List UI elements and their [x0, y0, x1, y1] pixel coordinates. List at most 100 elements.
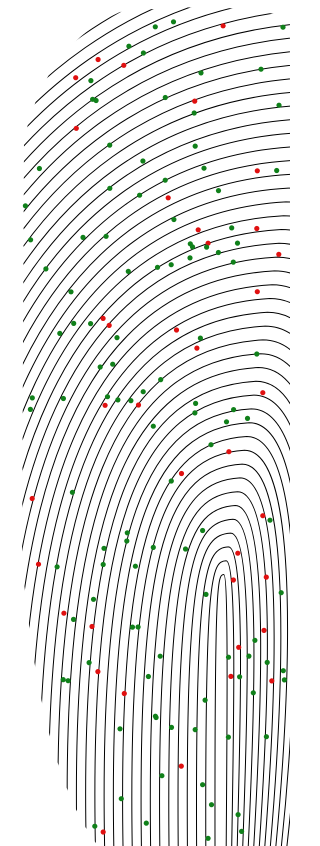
minutia-bifurcation — [200, 528, 205, 533]
minutia-bifurcation — [87, 660, 92, 665]
minutia-bifurcation — [279, 590, 284, 595]
minutia-bifurcation — [43, 266, 48, 271]
minutia-ending — [136, 402, 141, 407]
minutia-bifurcation — [155, 265, 160, 270]
minutia-bifurcation — [68, 289, 73, 294]
minutia-ending — [103, 403, 108, 408]
minutia-bifurcation — [154, 715, 159, 720]
minutia-bifurcation — [66, 678, 71, 683]
minutia-bifurcation — [158, 654, 163, 659]
minutia-ending — [74, 126, 79, 131]
minutia-ending — [236, 645, 241, 650]
minutia-bifurcation — [276, 103, 281, 108]
minutia-bifurcation — [136, 624, 141, 629]
minutia-bifurcation — [98, 364, 103, 369]
minutia-ending — [174, 327, 179, 332]
minutia-bifurcation — [110, 362, 115, 367]
minutia-bifurcation — [90, 97, 95, 102]
fingerprint-image — [0, 0, 290, 846]
minutia-bifurcation — [188, 241, 193, 246]
minutia-bifurcation — [216, 250, 221, 255]
minutia-bifurcation — [101, 562, 106, 567]
minutia-bifurcation — [254, 351, 259, 356]
minutia-ending — [231, 577, 236, 582]
minutia-bifurcation — [126, 269, 131, 274]
minutia-ending — [276, 252, 281, 257]
minutia-bifurcation — [280, 25, 285, 30]
minutia-bifurcation — [105, 394, 110, 399]
minutia-bifurcation — [200, 782, 205, 787]
minutia-bifurcation — [169, 478, 174, 483]
minutia-bifurcation — [153, 24, 158, 29]
minutia-ending — [166, 195, 171, 200]
minutia-ending — [261, 628, 266, 633]
minutia-ending — [235, 551, 240, 556]
minutia-bifurcation — [216, 188, 221, 193]
minutia-bifurcation — [209, 802, 214, 807]
minutia-bifurcation — [144, 821, 149, 826]
minutia-bifurcation — [203, 592, 208, 597]
minutia-bifurcation — [140, 158, 145, 163]
minutia-bifurcation — [158, 377, 163, 382]
minutia-ending — [196, 227, 201, 232]
minutia-ending — [269, 678, 274, 683]
minutia-ending — [61, 611, 66, 616]
minutia-bifurcation — [163, 178, 168, 183]
minutia-bifurcation — [159, 773, 164, 778]
minutia-bifurcation — [229, 225, 234, 230]
minutia-bifurcation — [114, 335, 119, 340]
minutia-bifurcation — [204, 245, 209, 250]
minutia-ending — [96, 57, 101, 62]
minutia-bifurcation — [55, 564, 60, 569]
minutia-ending — [121, 63, 126, 68]
minutia-bifurcation — [91, 597, 96, 602]
minutia-bifurcation — [30, 395, 35, 400]
minutia-bifurcation — [126, 44, 131, 49]
minutia-bifurcation — [61, 396, 66, 401]
minutia-bifurcation — [171, 217, 176, 222]
minutia-bifurcation — [193, 401, 198, 406]
minutia-bifurcation — [193, 144, 198, 149]
minutia-bifurcation — [267, 518, 272, 523]
minutia-bifurcation — [251, 690, 256, 695]
minutia-ending — [73, 75, 78, 80]
minutia-bifurcation — [92, 824, 97, 829]
minutia-bifurcation — [28, 237, 33, 242]
minutia-bifurcation — [235, 241, 240, 246]
minutia-bifurcation — [151, 545, 156, 550]
minutia-bifurcation — [107, 186, 112, 191]
minutia-ending — [107, 323, 112, 328]
minutia-ending — [122, 691, 127, 696]
minutia-bifurcation — [128, 398, 133, 403]
minutia-bifurcation — [187, 255, 192, 260]
minutia-bifurcation — [183, 546, 188, 551]
minutia-bifurcation — [23, 203, 28, 208]
minutia-ending — [255, 289, 260, 294]
minutia-bifurcation — [130, 625, 135, 630]
minutia-bifurcation — [141, 389, 146, 394]
minutia-bifurcation — [137, 193, 142, 198]
minutia-bifurcation — [239, 829, 244, 834]
minutia-bifurcation — [264, 734, 269, 739]
minutia-bifurcation — [201, 166, 206, 171]
minutia-ending — [194, 346, 199, 351]
minutia-ending — [30, 496, 35, 501]
minutia-ending — [254, 226, 259, 231]
minutia-ending — [95, 669, 100, 674]
minutia-bifurcation — [245, 416, 250, 421]
minutia-bifurcation — [71, 617, 76, 622]
minutia-ending — [192, 99, 197, 104]
minutia-ending — [179, 764, 184, 769]
minutia-bifurcation — [107, 143, 112, 148]
minutia-bifurcation — [37, 166, 42, 171]
minutia-bifurcation — [117, 726, 122, 731]
minutia-bifurcation — [193, 727, 198, 732]
minutia-bifurcation — [192, 410, 197, 415]
minutia-ending — [264, 575, 269, 580]
minutia-bifurcation — [104, 234, 109, 239]
minutia-bifurcation — [237, 674, 242, 679]
minutia-bifurcation — [231, 407, 236, 412]
minutia-bifurcation — [246, 654, 251, 659]
minutia-bifurcation — [226, 735, 231, 740]
minutia-bifurcation — [125, 530, 130, 535]
